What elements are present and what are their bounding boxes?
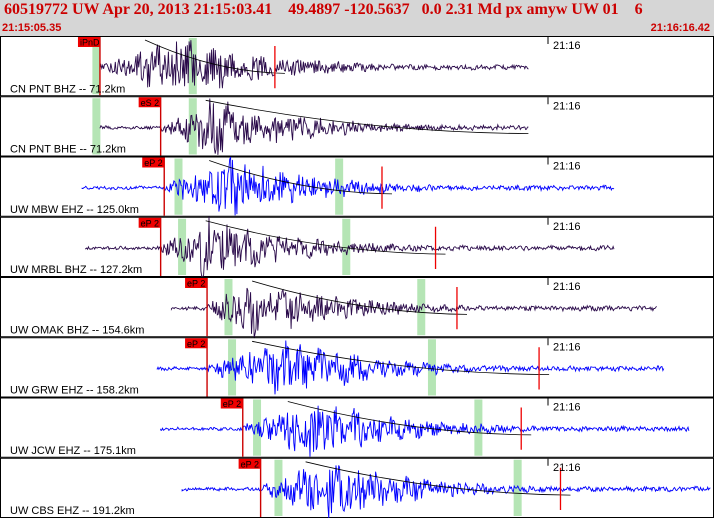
pick-flag: [185, 278, 208, 288]
pick-label: eP 2: [141, 218, 159, 228]
waveform-trace: [85, 216, 615, 278]
station-label: CN PNT BHE -- 71.2km: [10, 144, 126, 156]
minute-label: 21:16: [553, 100, 581, 112]
pick-label: eP 2: [241, 459, 259, 469]
coda-curve: [205, 99, 529, 134]
event-title: 60519772 UW Apr 20, 2013 21:15:03.41 49.…: [4, 1, 643, 18]
waveform-trace: [99, 98, 529, 155]
minute-label: 21:16: [553, 221, 581, 233]
minute-label: 21:16: [553, 40, 581, 52]
station-label: UW MBW EHZ -- 125.0km: [10, 204, 139, 216]
station-label: UW CBS EHZ -- 191.2km: [10, 505, 135, 517]
amplitude-window: [274, 459, 283, 516]
amplitude-window: [335, 158, 344, 215]
station-label: UW OMAK BHZ -- 154.6km: [10, 324, 144, 336]
pick-label: eP 2: [144, 158, 162, 168]
coda-curve: [252, 340, 550, 375]
amplitude-window: [474, 399, 483, 456]
pick-label: eS 2: [141, 98, 160, 108]
waveform-trace: [170, 287, 657, 339]
minute-label: 21:16: [553, 281, 581, 293]
pick-label: eP 2: [187, 279, 205, 289]
amplitude-window: [178, 218, 187, 275]
amplitude-window: [417, 279, 426, 336]
coda-curve: [305, 461, 571, 496]
pick-label: eP 2: [187, 339, 205, 349]
event-header: 60519772 UW Apr 20, 2013 21:15:03.41 49.…: [0, 0, 714, 36]
pick-flag: [220, 398, 243, 409]
pick-label: eP 2: [223, 399, 241, 409]
minute-label: 21:16: [553, 402, 581, 414]
seismogram-plot: iPnD 21:16 CN PNT BHZ -- 71.2km eS 2 21:16 CN…: [0, 36, 714, 518]
pick-flag: [185, 338, 208, 349]
station-label: UW GRW EHZ -- 158.2km: [10, 385, 139, 397]
pick-flag: [142, 157, 165, 168]
minute-label: 21:16: [553, 462, 581, 474]
amplitude-window: [92, 38, 101, 95]
waveform-trace: [160, 405, 690, 457]
pick-flag: [138, 217, 161, 228]
waveform-trace: [99, 40, 529, 89]
start-time-label: 21:15:05.35: [2, 22, 62, 34]
minute-label: 21:16: [553, 341, 581, 353]
coda-curve: [251, 280, 468, 315]
pick-flag: [77, 37, 100, 47]
amplitude-window: [342, 218, 351, 275]
amplitude-window: [513, 459, 522, 516]
amplitude-window: [188, 98, 197, 155]
coda-curve: [205, 220, 446, 255]
minute-label: 21:16: [553, 161, 581, 173]
pick-flag: [238, 458, 261, 469]
coda-curve: [287, 401, 532, 436]
station-label: UW JCW EHZ -- 175.1km: [10, 445, 136, 457]
pick-label: iPnD: [80, 38, 100, 48]
coda-curve: [209, 160, 393, 195]
pick-flag: [138, 97, 161, 108]
station-label: UW MRBL BHZ -- 127.2km: [10, 264, 142, 276]
amplitude-window: [92, 98, 101, 155]
station-label: CN PNT BHZ -- 71.2km: [10, 83, 125, 95]
waveform-trace: [81, 156, 615, 216]
waveform-trace: [181, 465, 711, 518]
end-time-label: 21:16:16.42: [650, 22, 710, 34]
coda-curve: [144, 39, 285, 74]
waveform-trace: [156, 340, 665, 395]
